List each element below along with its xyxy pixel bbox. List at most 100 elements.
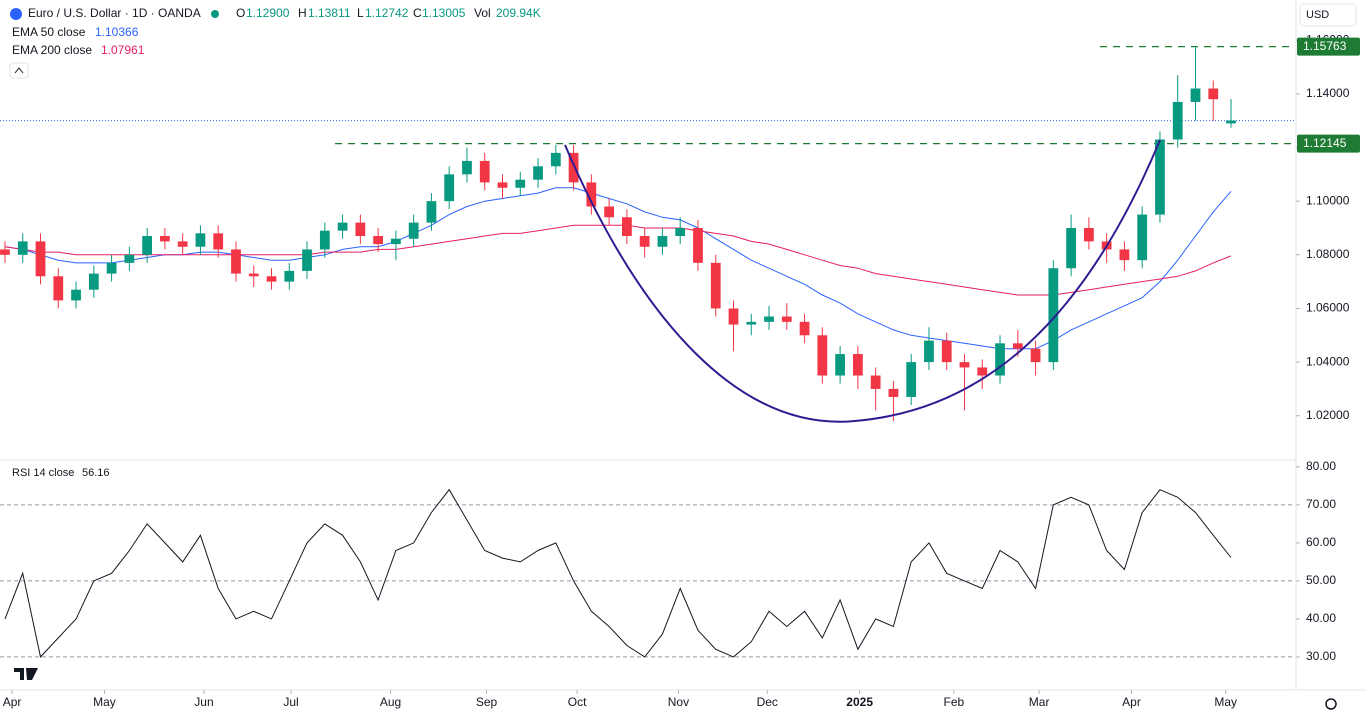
legend-value: 1.10366 xyxy=(95,25,139,39)
candle-body xyxy=(266,276,277,282)
x-tick-label: Apr xyxy=(1122,695,1141,709)
symbol-title: Euro / U.S. Dollar · 1D · OANDA xyxy=(28,6,201,20)
candle-body xyxy=(248,273,259,277)
ema-line xyxy=(4,187,1232,350)
candle-body xyxy=(479,160,490,183)
y-tick-label: 60.00 xyxy=(1306,535,1336,549)
ohlc-label: Vol xyxy=(474,6,491,20)
candle-body xyxy=(959,362,970,368)
candle-body xyxy=(817,335,828,376)
legend-name: EMA 50 close xyxy=(12,25,86,39)
y-tick-label: 1.04000 xyxy=(1306,354,1350,368)
candle-body xyxy=(764,316,774,322)
candle-body xyxy=(1030,348,1041,363)
candle-body xyxy=(124,254,135,263)
x-tick-label: May xyxy=(93,695,116,709)
candle-body xyxy=(693,227,703,263)
candle-body xyxy=(319,230,330,250)
candle-body xyxy=(106,262,117,274)
candle-body xyxy=(995,343,1005,376)
candle-body xyxy=(391,238,401,245)
candle-body xyxy=(17,241,28,255)
candle-body xyxy=(462,160,472,175)
ohlc-label: L xyxy=(357,6,364,20)
candle-body xyxy=(1048,268,1059,363)
candle-body xyxy=(497,182,508,188)
ohlc-value: 209.94K xyxy=(496,6,541,20)
y-tick-label: 1.08000 xyxy=(1306,247,1350,261)
candle-body xyxy=(657,236,668,247)
y-tick-label: 1.02000 xyxy=(1306,408,1350,422)
x-tick-label: May xyxy=(1214,695,1237,709)
indicator-layer xyxy=(0,45,1295,658)
candle-body xyxy=(586,182,597,207)
candle-body xyxy=(799,321,810,336)
candle-body xyxy=(0,249,10,255)
candle-body xyxy=(639,236,650,247)
candle-body xyxy=(444,174,455,202)
x-tick-label: 2025 xyxy=(846,695,873,709)
y-tick-label: 50.00 xyxy=(1306,573,1336,587)
candle-body xyxy=(302,249,312,271)
ohlc-label: O xyxy=(236,6,245,20)
ohlc-label: C xyxy=(413,6,422,20)
candle-body xyxy=(515,179,526,188)
ohlc-label: H xyxy=(298,6,307,20)
y-tick-label: 1.14000 xyxy=(1306,86,1350,100)
x-tick-label: Jun xyxy=(194,695,213,709)
candle-body xyxy=(781,316,792,322)
settings-icon[interactable] xyxy=(1325,698,1337,710)
level-label-box xyxy=(1297,37,1360,56)
candle-body xyxy=(870,375,881,389)
candle-body xyxy=(941,340,952,363)
candle-body xyxy=(408,222,419,239)
candle-body xyxy=(568,152,579,183)
candle-body xyxy=(1137,214,1148,261)
currency-label[interactable]: USD xyxy=(1306,9,1329,21)
currency-button[interactable] xyxy=(1299,3,1357,27)
candle-body xyxy=(1226,120,1236,124)
candle-body xyxy=(1190,88,1201,102)
legend-name: EMA 200 close xyxy=(12,43,92,57)
candle-body xyxy=(373,236,384,245)
level-label: 1.12145 xyxy=(1303,136,1347,150)
ohlc-value: 1.12900 xyxy=(246,6,290,20)
x-tick-label: Feb xyxy=(943,695,964,709)
candle-body xyxy=(142,236,153,255)
candle-body xyxy=(71,289,81,301)
x-tick-label: Sep xyxy=(476,695,498,709)
candle-body xyxy=(888,388,899,397)
y-tick-label: 70.00 xyxy=(1306,497,1336,511)
level-label-box xyxy=(1297,134,1360,153)
candle-body xyxy=(710,262,721,309)
candle-body xyxy=(1083,227,1094,242)
collapse-button[interactable] xyxy=(9,62,29,79)
level-label: 1.15763 xyxy=(1303,39,1347,53)
candle-body xyxy=(835,354,846,376)
candle-body xyxy=(746,321,757,325)
candle-body xyxy=(1066,227,1076,269)
candle-body xyxy=(426,201,437,223)
candle-body xyxy=(355,222,366,237)
candle-body xyxy=(1172,101,1183,140)
candle-body xyxy=(728,308,739,325)
candle-body xyxy=(195,233,206,247)
legend-value: 1.07961 xyxy=(101,43,145,57)
candle-body xyxy=(977,367,988,376)
candle-body xyxy=(160,236,170,242)
candle-body xyxy=(1119,249,1130,261)
symbol-logo xyxy=(10,8,22,20)
candle-body xyxy=(284,270,295,282)
collapse-icon xyxy=(14,67,24,74)
brand-logo xyxy=(14,668,38,680)
x-tick-label: Apr xyxy=(3,695,22,709)
candle-body xyxy=(604,206,615,218)
candle-body xyxy=(177,241,188,247)
indicator-value: 56.16 xyxy=(82,467,110,479)
candle-body xyxy=(53,276,64,301)
candle-body xyxy=(550,152,561,167)
candle-body xyxy=(622,217,632,237)
y-tick-label: 30.00 xyxy=(1306,649,1336,663)
